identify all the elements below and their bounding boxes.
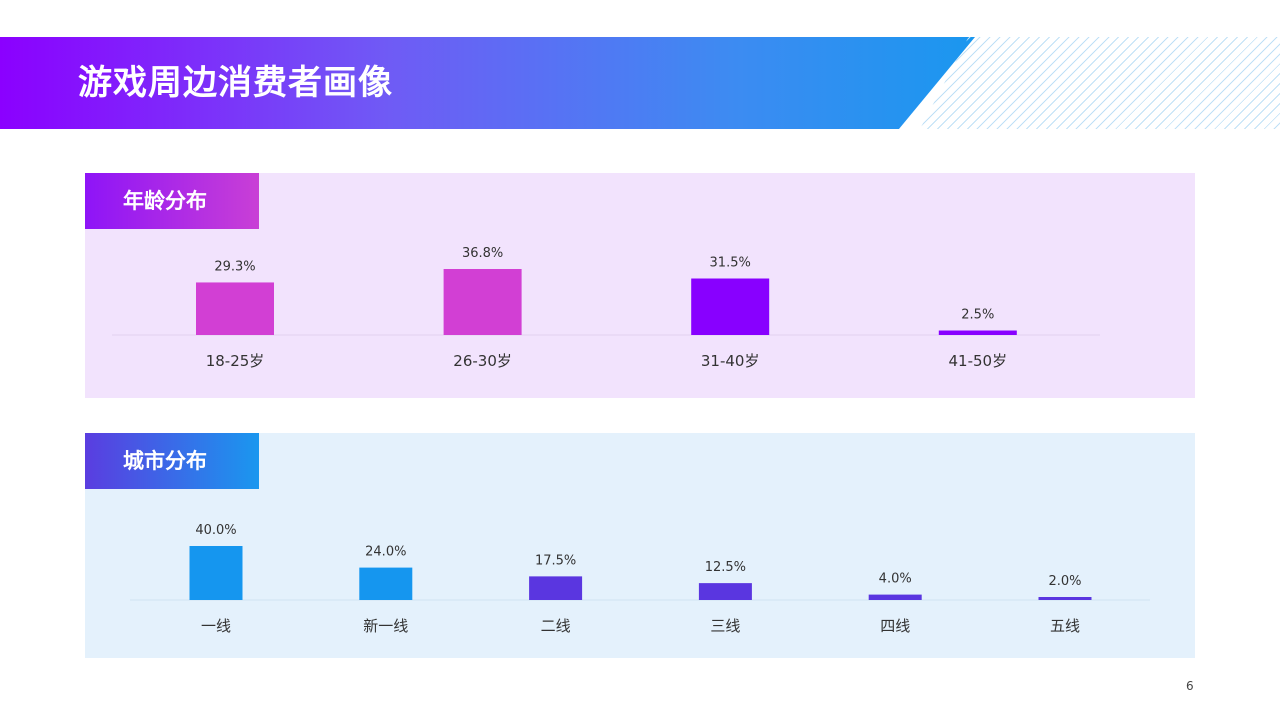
page-title: 游戏周边消费者画像: [78, 63, 393, 103]
category-label-3: 二线: [541, 617, 571, 635]
page-number: 6: [1186, 679, 1194, 693]
category-label-3: 31-40岁: [701, 352, 760, 370]
bar-2: [359, 567, 413, 600]
city-distribution-chart: 40.0% 一线 24.0% 新一线 17.5% 二线 12.5% 三线 4.0% 四线 2.0% 五…: [130, 523, 1150, 635]
category-label-4: 三线: [710, 617, 740, 635]
category-label-5: 四线: [880, 617, 910, 635]
bar-4: [698, 583, 752, 600]
category-label-2: 26-30岁: [453, 352, 512, 370]
age-distribution-panel: 年龄分布 29.3% 18-25岁 36.8% 26-30岁 31.5% 31-40岁 2.…: [85, 173, 1195, 398]
category-label-4: 41-50岁: [949, 352, 1008, 370]
bar-2: [443, 269, 522, 335]
value-label-3: 31.5%: [710, 256, 751, 271]
value-label-6: 2.0%: [1048, 574, 1081, 589]
header-band: [0, 37, 975, 129]
value-label-4: 12.5%: [705, 560, 746, 575]
value-label-1: 40.0%: [195, 523, 236, 538]
bar-3: [691, 278, 770, 335]
age-distribution-chart: 29.3% 18-25岁 36.8% 26-30岁 31.5% 31-40岁 2.5% 41-…: [112, 246, 1100, 370]
value-label-4: 2.5%: [961, 308, 994, 323]
category-label-6: 五线: [1050, 617, 1080, 635]
bar-1: [196, 282, 274, 335]
value-label-2: 36.8%: [462, 246, 503, 261]
category-label-2: 新一线: [363, 617, 408, 635]
value-label-5: 4.0%: [879, 572, 912, 587]
bar-5: [868, 594, 922, 600]
category-label-1: 一线: [201, 617, 231, 635]
city-distribution-panel: 城市分布 40.0% 一线 24.0% 新一线 17.5% 二线 12.5% 三线 4.0% 四线…: [85, 433, 1195, 658]
value-label-2: 24.0%: [365, 545, 406, 560]
category-label-1: 18-25岁: [206, 352, 265, 370]
value-label-3: 17.5%: [535, 553, 576, 568]
bar-4: [938, 330, 1017, 335]
bar-3: [529, 576, 583, 600]
header-stripes-decoration: [920, 37, 1280, 129]
value-label-1: 29.3%: [214, 259, 255, 274]
bar-6: [1038, 597, 1092, 600]
bar-1: [189, 546, 243, 600]
city-distribution-tab: 城市分布: [85, 433, 259, 489]
age-distribution-tab: 年龄分布: [85, 173, 259, 229]
